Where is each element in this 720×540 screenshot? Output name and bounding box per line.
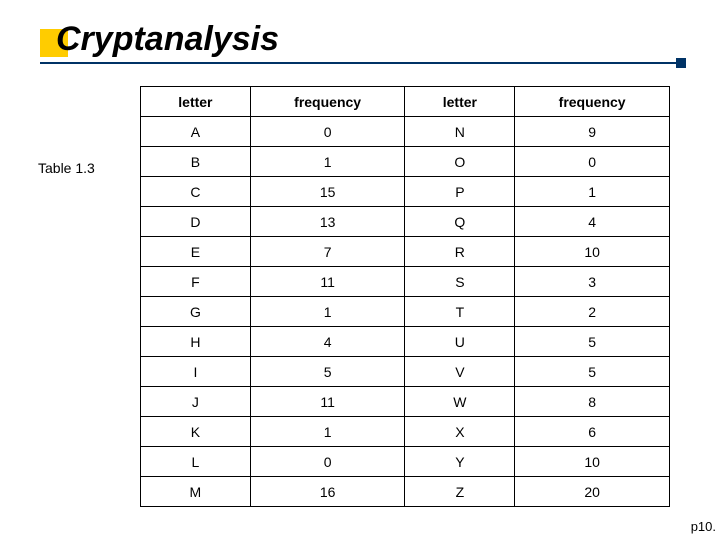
table-row: I5V5 (141, 357, 670, 387)
table-row: D13Q4 (141, 207, 670, 237)
col-header: letter (405, 87, 515, 117)
col-header: letter (141, 87, 251, 117)
frequency-table: letter frequency letter frequency A0N9 B… (140, 86, 670, 507)
table-row: B1O0 (141, 147, 670, 177)
table-row: C15P1 (141, 177, 670, 207)
table-row: L0Y10 (141, 447, 670, 477)
title-underline (40, 62, 680, 64)
col-header: frequency (515, 87, 670, 117)
table-row: M16Z20 (141, 477, 670, 507)
table-row: A0N9 (141, 117, 670, 147)
slide-title: Cryptanalysis (56, 20, 279, 59)
table-header-row: letter frequency letter frequency (141, 87, 670, 117)
table-row: H4U5 (141, 327, 670, 357)
table-row: J11W8 (141, 387, 670, 417)
table-row: E7R10 (141, 237, 670, 267)
slide-header: Cryptanalysis (40, 20, 279, 59)
table-caption: Table 1.3 (38, 160, 95, 176)
table-row: F11S3 (141, 267, 670, 297)
table-row: G1T2 (141, 297, 670, 327)
table-body: A0N9 B1O0 C15P1 D13Q4 E7R10 F11S3 G1T2 H… (141, 117, 670, 507)
col-header: frequency (250, 87, 405, 117)
page-number: p10. (691, 519, 716, 534)
table-row: K1X6 (141, 417, 670, 447)
